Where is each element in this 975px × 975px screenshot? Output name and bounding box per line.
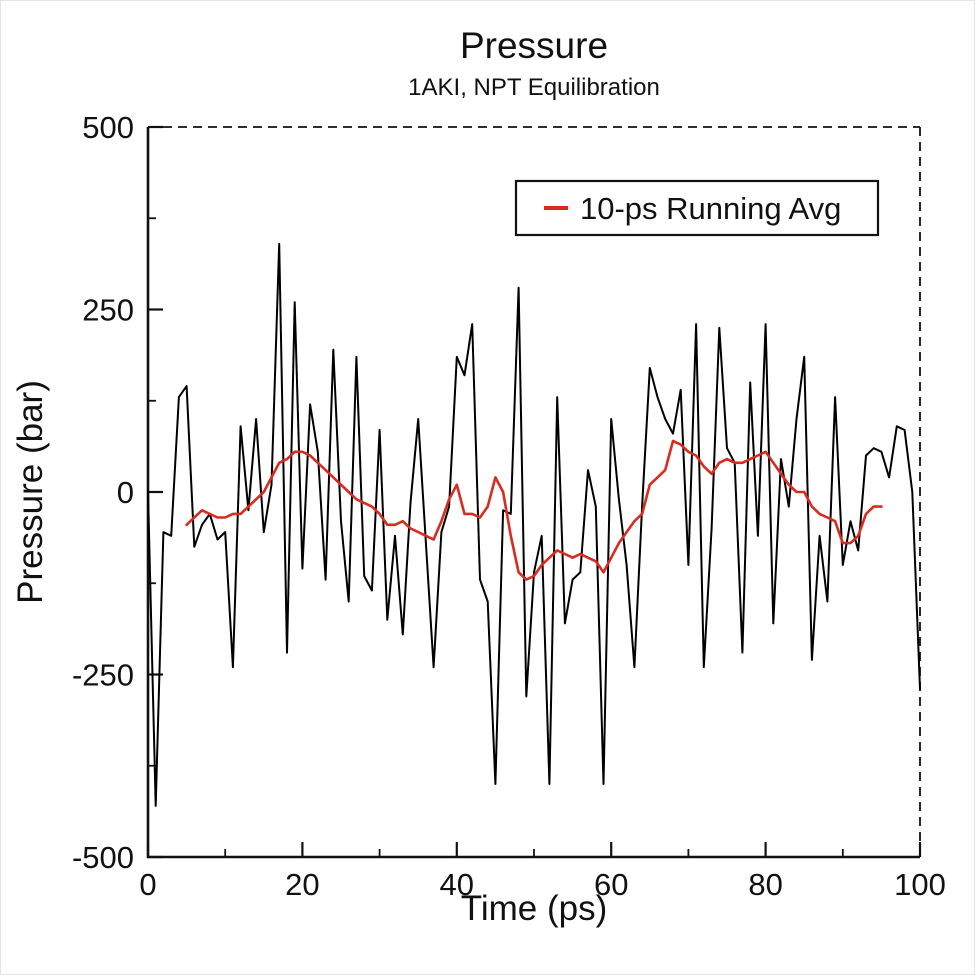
chart-subtitle: 1AKI, NPT Equilibration bbox=[408, 74, 660, 101]
x-tick-label: 60 bbox=[594, 867, 628, 902]
y-tick-label: 0 bbox=[117, 475, 134, 510]
y-tick-label: -500 bbox=[72, 840, 134, 875]
running-avg-series-line bbox=[185, 439, 883, 581]
legend-box bbox=[514, 179, 880, 237]
x-tick-label: 0 bbox=[139, 867, 156, 902]
x-tick-label: 40 bbox=[440, 867, 474, 902]
legend-label: 10-ps Running Avg bbox=[580, 191, 841, 226]
y-tick-label: 250 bbox=[82, 293, 134, 328]
x-tick-label: 100 bbox=[894, 867, 946, 902]
chart-title: Pressure bbox=[460, 25, 608, 66]
x-tick-label: 20 bbox=[285, 867, 319, 902]
x-tick-label: 80 bbox=[748, 867, 782, 902]
pressure-series-line bbox=[147, 242, 921, 807]
x-axis-label: Time (ps) bbox=[461, 889, 607, 928]
y-tick-label: 500 bbox=[82, 110, 134, 145]
y-tick-label: -250 bbox=[72, 658, 134, 693]
y-axis-label: Pressure (bar) bbox=[11, 380, 50, 604]
